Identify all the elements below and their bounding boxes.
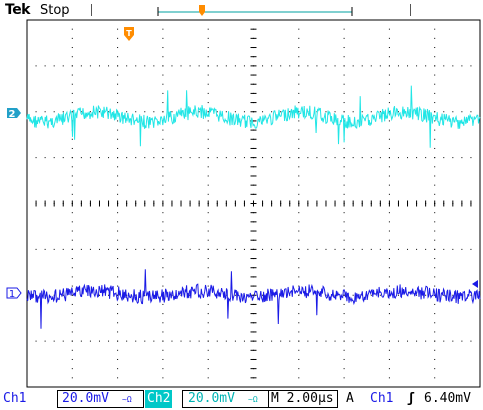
timebase: M 2.00µs xyxy=(271,391,334,406)
ch1-scale: 20.0mV xyxy=(62,391,109,406)
ch2-scale: 20.0mV xyxy=(188,391,235,406)
ch2-waveform xyxy=(26,85,481,148)
trigger-level-marker xyxy=(472,280,478,288)
ch2-coupling: ~Ω xyxy=(248,395,258,404)
record-position-indicator xyxy=(157,5,353,16)
trigger-position-marker: T xyxy=(124,27,134,41)
brand-label: Tek xyxy=(5,2,31,18)
ch1-label: Ch1 xyxy=(3,391,27,406)
trigger-slope-icon: ʃ xyxy=(407,391,415,406)
header-divider xyxy=(91,4,92,16)
ch1-waveform xyxy=(26,269,481,329)
svg-text:T: T xyxy=(126,29,132,38)
ch1-reference-marker: 1 xyxy=(6,287,22,300)
ch1-coupling: ~Ω xyxy=(122,395,132,404)
status-bar: Ch1 20.0mV ~Ω Ch2 20.0mV ~Ω M 2.00µs A C… xyxy=(0,388,483,410)
svg-text:1: 1 xyxy=(9,289,15,300)
header-divider xyxy=(410,4,411,16)
ch2-reference-marker: 2 xyxy=(7,108,21,120)
ch1-scale-box xyxy=(57,390,144,408)
svg-text:2: 2 xyxy=(9,109,16,120)
waveform-display: T 2 1 xyxy=(6,5,481,388)
acquisition-state: Stop xyxy=(40,3,70,18)
trigger-level: 6.40mV xyxy=(424,391,471,406)
trigger-source: Ch1 xyxy=(370,391,394,406)
ch2-label: Ch2 xyxy=(145,390,173,408)
graticule-grid xyxy=(26,19,472,379)
timebase-box xyxy=(268,390,338,408)
trigger-mode: A xyxy=(346,391,354,406)
